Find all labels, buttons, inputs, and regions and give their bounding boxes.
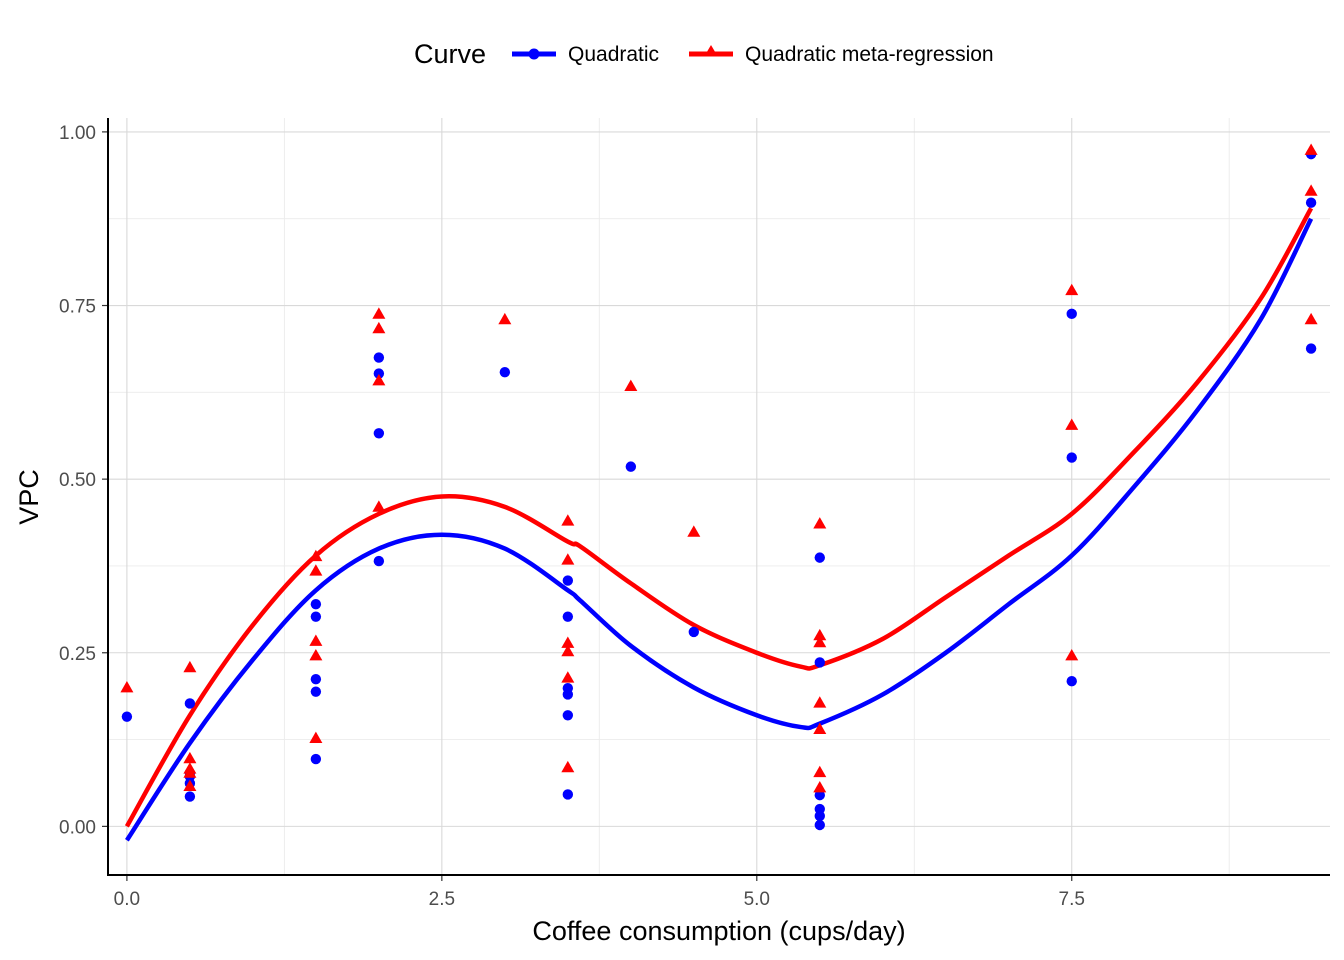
point-meta-regression [561, 644, 575, 657]
point-quadratic [373, 352, 385, 363]
point-meta-regression [183, 660, 197, 673]
point-meta-regression [813, 517, 827, 529]
y-tick-label: 0.50 [59, 470, 96, 491]
point-quadratic [184, 698, 196, 709]
point-meta-regression [1304, 184, 1318, 196]
point-quadratic [373, 428, 385, 439]
point-meta-regression [813, 628, 827, 641]
point-quadratic [1066, 676, 1077, 687]
point-meta-regression [1304, 312, 1318, 325]
point-meta-regression [309, 564, 323, 576]
point-meta-regression [372, 307, 386, 319]
curve-quadratic [125, 217, 1314, 842]
point-meta-regression [183, 751, 197, 764]
point-quadratic [310, 686, 322, 697]
y-axis-ticks: 0.00 0.25 0.50 0.75 1.00 [59, 123, 108, 838]
point-meta-regression [813, 722, 827, 735]
point-quadratic [310, 673, 322, 685]
point-quadratic [310, 598, 322, 610]
point-meta-regression [372, 374, 386, 386]
y-tick-label: 0.25 [59, 644, 96, 665]
point-quadratic [625, 461, 637, 472]
point-meta-regression [183, 766, 197, 778]
x-tick-label: 5.0 [744, 889, 770, 910]
point-quadratic [814, 819, 825, 831]
point-meta-regression [1065, 649, 1079, 661]
point-meta-regression [813, 780, 827, 793]
point-meta-regression [687, 525, 701, 537]
point-quadratic [814, 810, 825, 822]
legend-title: Curve [414, 39, 486, 69]
legend-label-quadratic: Quadratic [568, 43, 659, 66]
point-quadratic [121, 711, 133, 722]
point-quadratic [814, 552, 825, 563]
point-quadratic [562, 611, 574, 622]
x-axis-title: Coffee consumption (cups/day) [532, 916, 905, 946]
point-quadratic [688, 626, 700, 638]
point-quadratic [1066, 452, 1077, 463]
point-meta-regression [309, 731, 323, 744]
point-meta-regression [813, 635, 827, 648]
point-meta-regression [1304, 143, 1318, 155]
point-meta-regression [498, 312, 512, 325]
point-meta-regression [813, 765, 827, 778]
point-meta-regression [561, 760, 575, 773]
legend-key-marker-quadratic [528, 48, 540, 60]
point-meta-regression [813, 696, 827, 708]
x-axis-ticks: 0.0 2.5 5.0 7.5 [114, 875, 1085, 910]
point-quadratic [373, 368, 385, 379]
point-meta-regression [624, 379, 638, 391]
y-tick-label: 0.00 [59, 817, 96, 838]
point-quadratic [562, 689, 574, 700]
point-quadratic [814, 657, 825, 668]
y-tick-label: 1.00 [59, 123, 96, 144]
point-meta-regression [309, 634, 323, 646]
point-meta-regression [372, 500, 386, 512]
legend: Curve Quadratic Quadratic meta-regressio… [414, 39, 994, 69]
point-meta-regression [372, 321, 386, 334]
series-points [120, 143, 1318, 831]
x-tick-label: 0.0 [114, 889, 140, 910]
x-tick-label: 7.5 [1059, 889, 1085, 910]
point-meta-regression [561, 553, 575, 565]
point-quadratic [562, 575, 574, 586]
point-quadratic [1305, 197, 1317, 208]
y-tick-label: 0.75 [59, 297, 96, 318]
point-meta-regression [1065, 418, 1079, 430]
curve-meta-regression [124, 207, 1314, 828]
point-meta-regression [309, 549, 323, 562]
legend-key-marker-meta-regression [704, 45, 718, 56]
point-quadratic [1066, 308, 1077, 320]
point-meta-regression [309, 649, 323, 661]
point-meta-regression [561, 671, 575, 683]
point-meta-regression [1065, 283, 1079, 296]
point-meta-regression [183, 779, 197, 791]
point-quadratic [499, 366, 511, 378]
point-quadratic [562, 789, 574, 800]
point-quadratic [184, 791, 196, 802]
series-curves [124, 207, 1314, 842]
point-quadratic [562, 710, 574, 721]
legend-label-meta-regression: Quadratic meta-regression [745, 43, 994, 66]
grid [108, 118, 1330, 875]
point-meta-regression [120, 680, 134, 693]
x-tick-label: 2.5 [429, 889, 455, 910]
y-axis-title: VPC [14, 469, 44, 525]
point-quadratic [1305, 343, 1317, 354]
point-quadratic [310, 611, 322, 622]
point-meta-regression [561, 636, 575, 648]
point-quadratic [373, 555, 385, 567]
point-meta-regression [561, 514, 575, 526]
point-quadratic [310, 753, 322, 765]
point-quadratic [814, 789, 825, 801]
